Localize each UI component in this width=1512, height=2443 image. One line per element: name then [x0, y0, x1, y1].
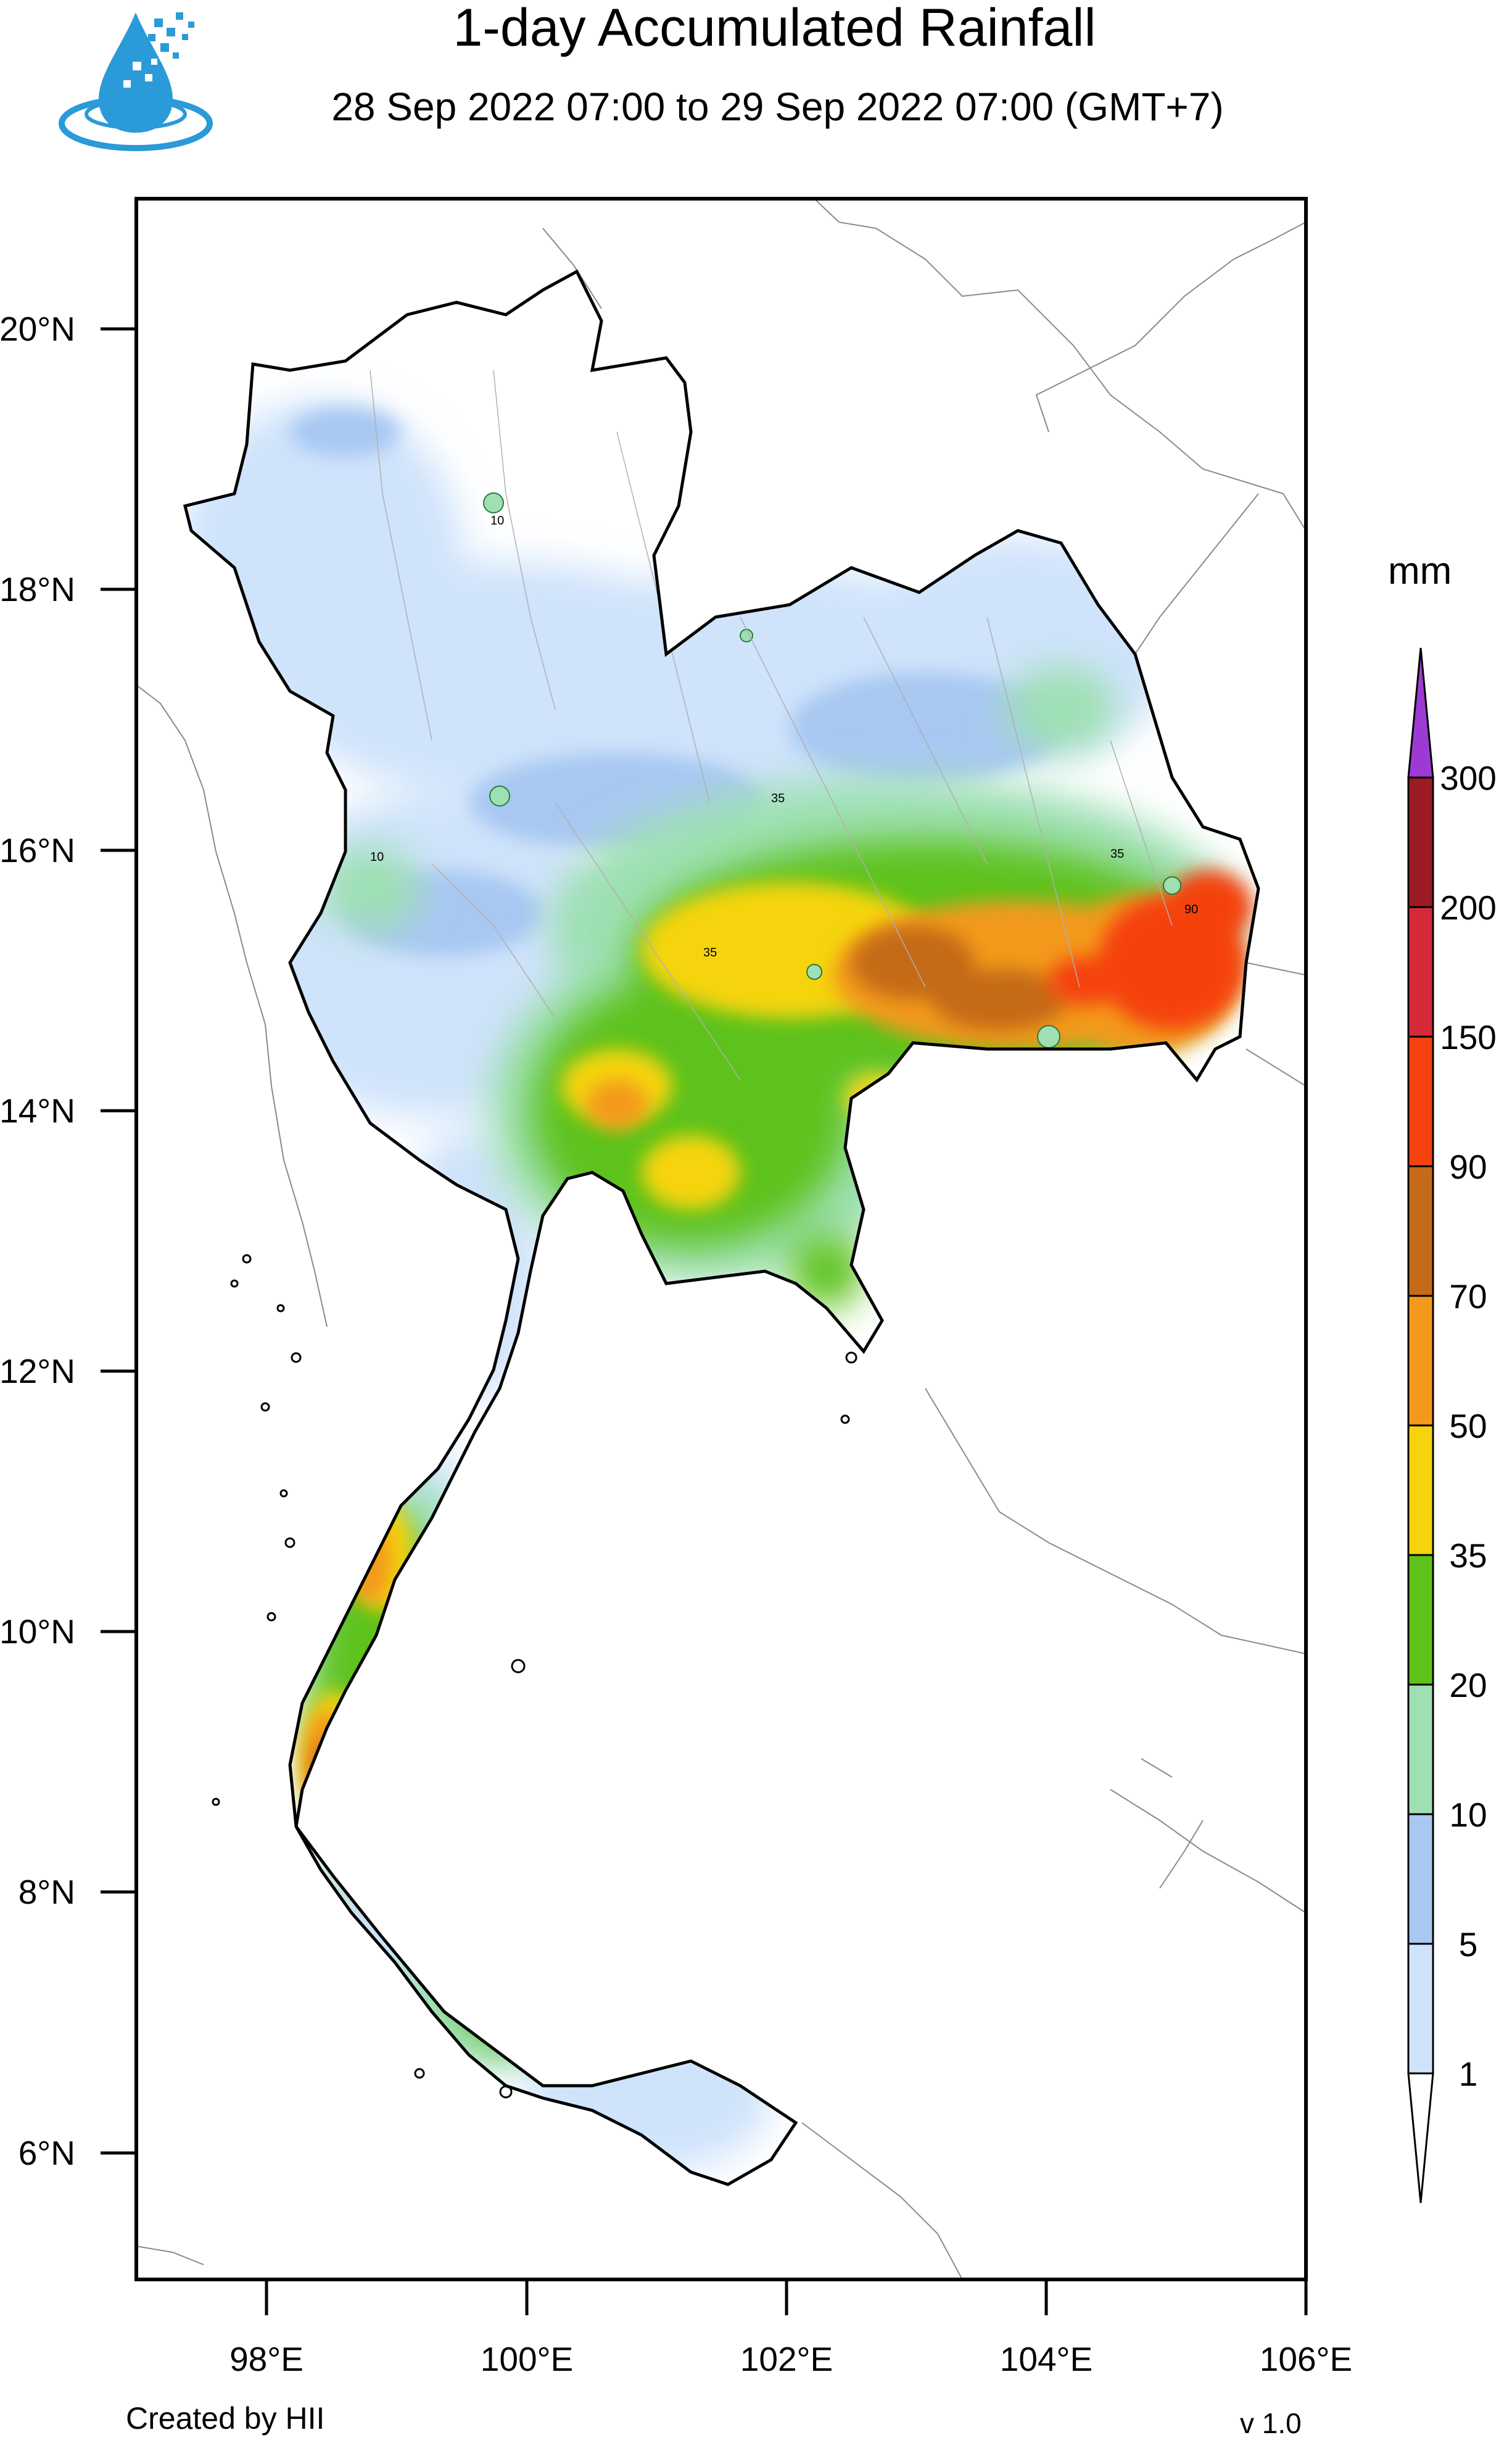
lon-label: 100°E	[481, 2340, 573, 2378]
lat-label: 8°N	[19, 1873, 75, 1911]
colorbar-max-triangle	[1407, 647, 1434, 779]
colorbar-labels: 1 5 10 20 35 50 70 90 150 200 300	[1440, 759, 1497, 2093]
lat-label: 16°N	[0, 831, 75, 869]
contour-label-10: 10	[490, 514, 504, 528]
lat-label: 6°N	[19, 2134, 75, 2172]
lat-label: 18°N	[0, 570, 75, 608]
neighbour-borders	[136, 199, 1306, 2279]
map-title: 1-day Accumulated Rainfall	[453, 0, 1096, 57]
lat-label: 12°N	[0, 1352, 75, 1390]
colorbar-level-label: 50	[1449, 1407, 1487, 1445]
lat-label: 14°N	[0, 1092, 75, 1130]
colorbar-level-label: 20	[1449, 1666, 1487, 1704]
colorbar-segment	[1407, 1554, 1434, 1686]
lat-label: 10°N	[0, 1612, 75, 1651]
colorbar-min-triangle	[1407, 2072, 1434, 2204]
map-subtitle: 28 Sep 2022 07:00 to 29 Sep 2022 07:00 (…	[331, 85, 1224, 129]
colorbar-segment	[1407, 776, 1434, 908]
contour-label-35c: 35	[1110, 847, 1124, 861]
colorbar-level-label: 5	[1459, 1925, 1478, 1964]
colorbar-segment	[1407, 1943, 1434, 2075]
lat-label: 20°N	[0, 310, 75, 348]
unit-label: mm	[1388, 550, 1452, 592]
water-drop-logo-icon	[59, 12, 213, 151]
colorbar-segment	[1407, 1683, 1434, 1815]
lon-label: 102°E	[740, 2340, 833, 2378]
colorbar-level-label: 10	[1449, 1796, 1487, 1834]
lon-label: 104°E	[1000, 2340, 1093, 2378]
colorbar-level-label: 35	[1449, 1537, 1487, 1575]
islands	[212, 1254, 857, 2099]
map-frame	[134, 197, 1308, 2281]
colorbar-segment	[1407, 1813, 1434, 1945]
contour-label-10b: 10	[370, 850, 384, 864]
version-label: v 1.0	[1240, 2407, 1302, 2439]
colorbar-segment	[1407, 1035, 1434, 1168]
lon-label: 106°E	[1260, 2340, 1352, 2378]
contour-label-90: 90	[1184, 903, 1198, 916]
colorbar-segment	[1407, 1165, 1434, 1297]
contour-label-35: 35	[771, 792, 785, 805]
colorbar-segment	[1407, 1295, 1434, 1427]
colorbar-segment	[1407, 1424, 1434, 1556]
colorbar-level-label: 90	[1449, 1148, 1487, 1186]
colorbar-level-label: 200	[1440, 889, 1497, 927]
contour-label-35b: 35	[703, 946, 717, 960]
colorbar-level-label: 150	[1440, 1018, 1497, 1056]
rainfall-field	[185, 272, 1258, 2184]
colorbar-level-label: 1	[1459, 2055, 1478, 2093]
created-by-label: Created by HII	[126, 2401, 325, 2436]
colorbar-level-label: 70	[1449, 1277, 1487, 1316]
colorbar-level-label: 300	[1440, 759, 1497, 797]
lon-label: 98°E	[229, 2340, 304, 2378]
colorbar	[1407, 647, 1434, 2204]
colorbar-segment	[1407, 906, 1434, 1038]
